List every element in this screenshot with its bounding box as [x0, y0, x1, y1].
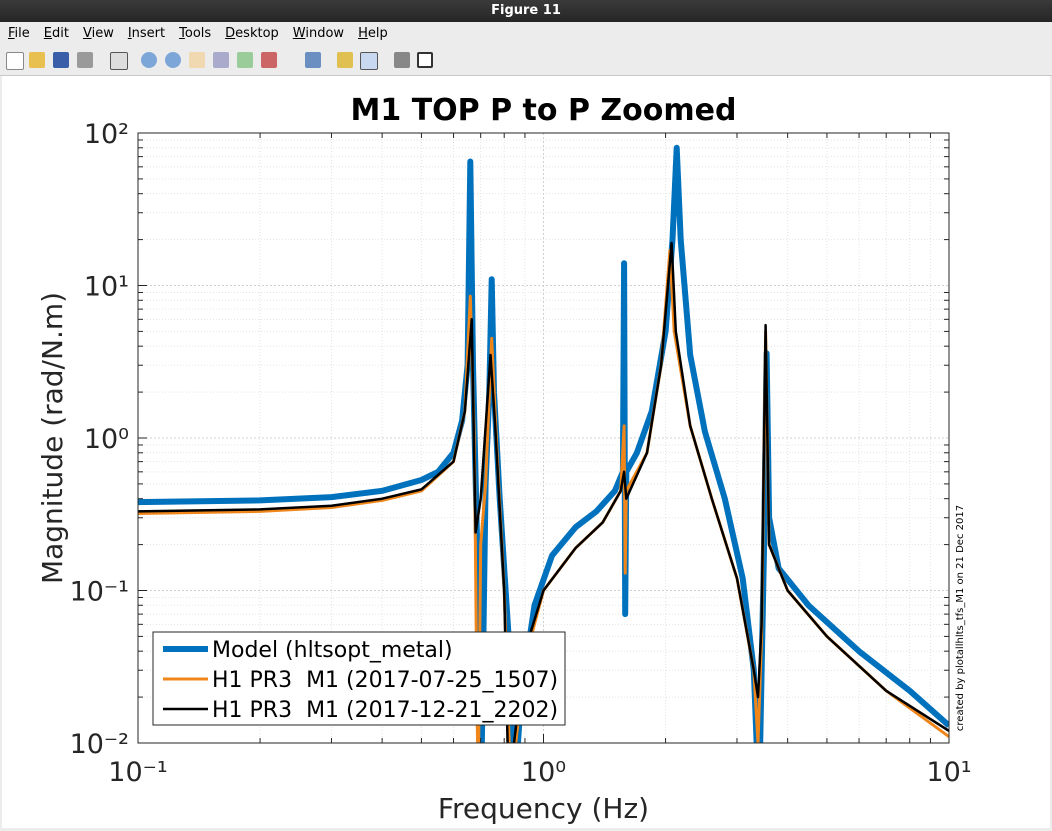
pan-icon[interactable] — [189, 52, 205, 68]
save-icon[interactable] — [53, 52, 69, 68]
axes-box — [137, 132, 950, 744]
legend-label: H1 PR3 M1 (2017-12-21_2202) — [212, 698, 558, 723]
y-tick-label: 10¹ — [84, 272, 129, 303]
open-icon[interactable] — [29, 52, 45, 68]
toolbar — [0, 45, 1052, 76]
x-tick-label: 10⁻¹ — [108, 757, 167, 788]
hide-tools-icon[interactable] — [394, 52, 410, 68]
pointer-icon[interactable] — [110, 52, 128, 70]
annotation: created by plotallhlts_tfs_M1 on 21 Dec … — [955, 505, 966, 731]
menu-item[interactable]: Edit — [43, 26, 69, 41]
y-axis-label: Magnitude (rad/N.m) — [36, 292, 69, 584]
chart-title: M1 TOP P to P Zoomed — [351, 93, 737, 128]
print-icon[interactable] — [77, 52, 93, 68]
series-line — [138, 241, 949, 743]
menu-item[interactable]: File — [8, 26, 30, 41]
x-axis-label: Frequency (Hz) — [438, 792, 649, 825]
legend-label: H1 PR3 M1 (2017-07-25_1507) — [212, 668, 558, 693]
x-tick-label: 10¹ — [926, 757, 971, 788]
datacursor-icon[interactable] — [237, 52, 253, 68]
brush-icon[interactable] — [261, 52, 277, 68]
zoom-in-icon[interactable] — [141, 52, 157, 68]
zoom-out-icon[interactable] — [165, 52, 181, 68]
y-tick-label: 10⁰ — [84, 424, 129, 455]
y-tick-label: 10² — [84, 119, 129, 150]
menu-bar: File Edit View Insert Tools Desktop Window Help — [0, 22, 1052, 45]
y-tick-label: 10⁻¹ — [70, 577, 129, 608]
colorbar-icon[interactable] — [337, 52, 353, 68]
rotate-icon[interactable] — [213, 52, 229, 68]
dock-icon[interactable] — [417, 52, 433, 68]
menu-item[interactable]: Help — [358, 26, 388, 41]
window-title: Figure 11 — [491, 3, 561, 18]
x-tick-label: 10⁰ — [521, 757, 566, 788]
link-icon[interactable] — [305, 52, 321, 68]
title-bar: Figure 11 — [0, 0, 1052, 22]
legend-box — [152, 631, 566, 726]
menu-item[interactable]: Tools — [179, 26, 212, 41]
y-tick-label: 10⁻² — [70, 729, 129, 760]
menu-item[interactable]: Desktop — [225, 26, 279, 41]
legend-icon[interactable] — [360, 52, 378, 70]
menu-item[interactable]: View — [82, 26, 114, 41]
menu-item[interactable]: Window — [292, 26, 345, 41]
menu-item[interactable]: Insert — [127, 26, 166, 41]
legend-label: Model (hltsopt_metal) — [212, 638, 453, 663]
new-icon[interactable] — [6, 52, 24, 70]
